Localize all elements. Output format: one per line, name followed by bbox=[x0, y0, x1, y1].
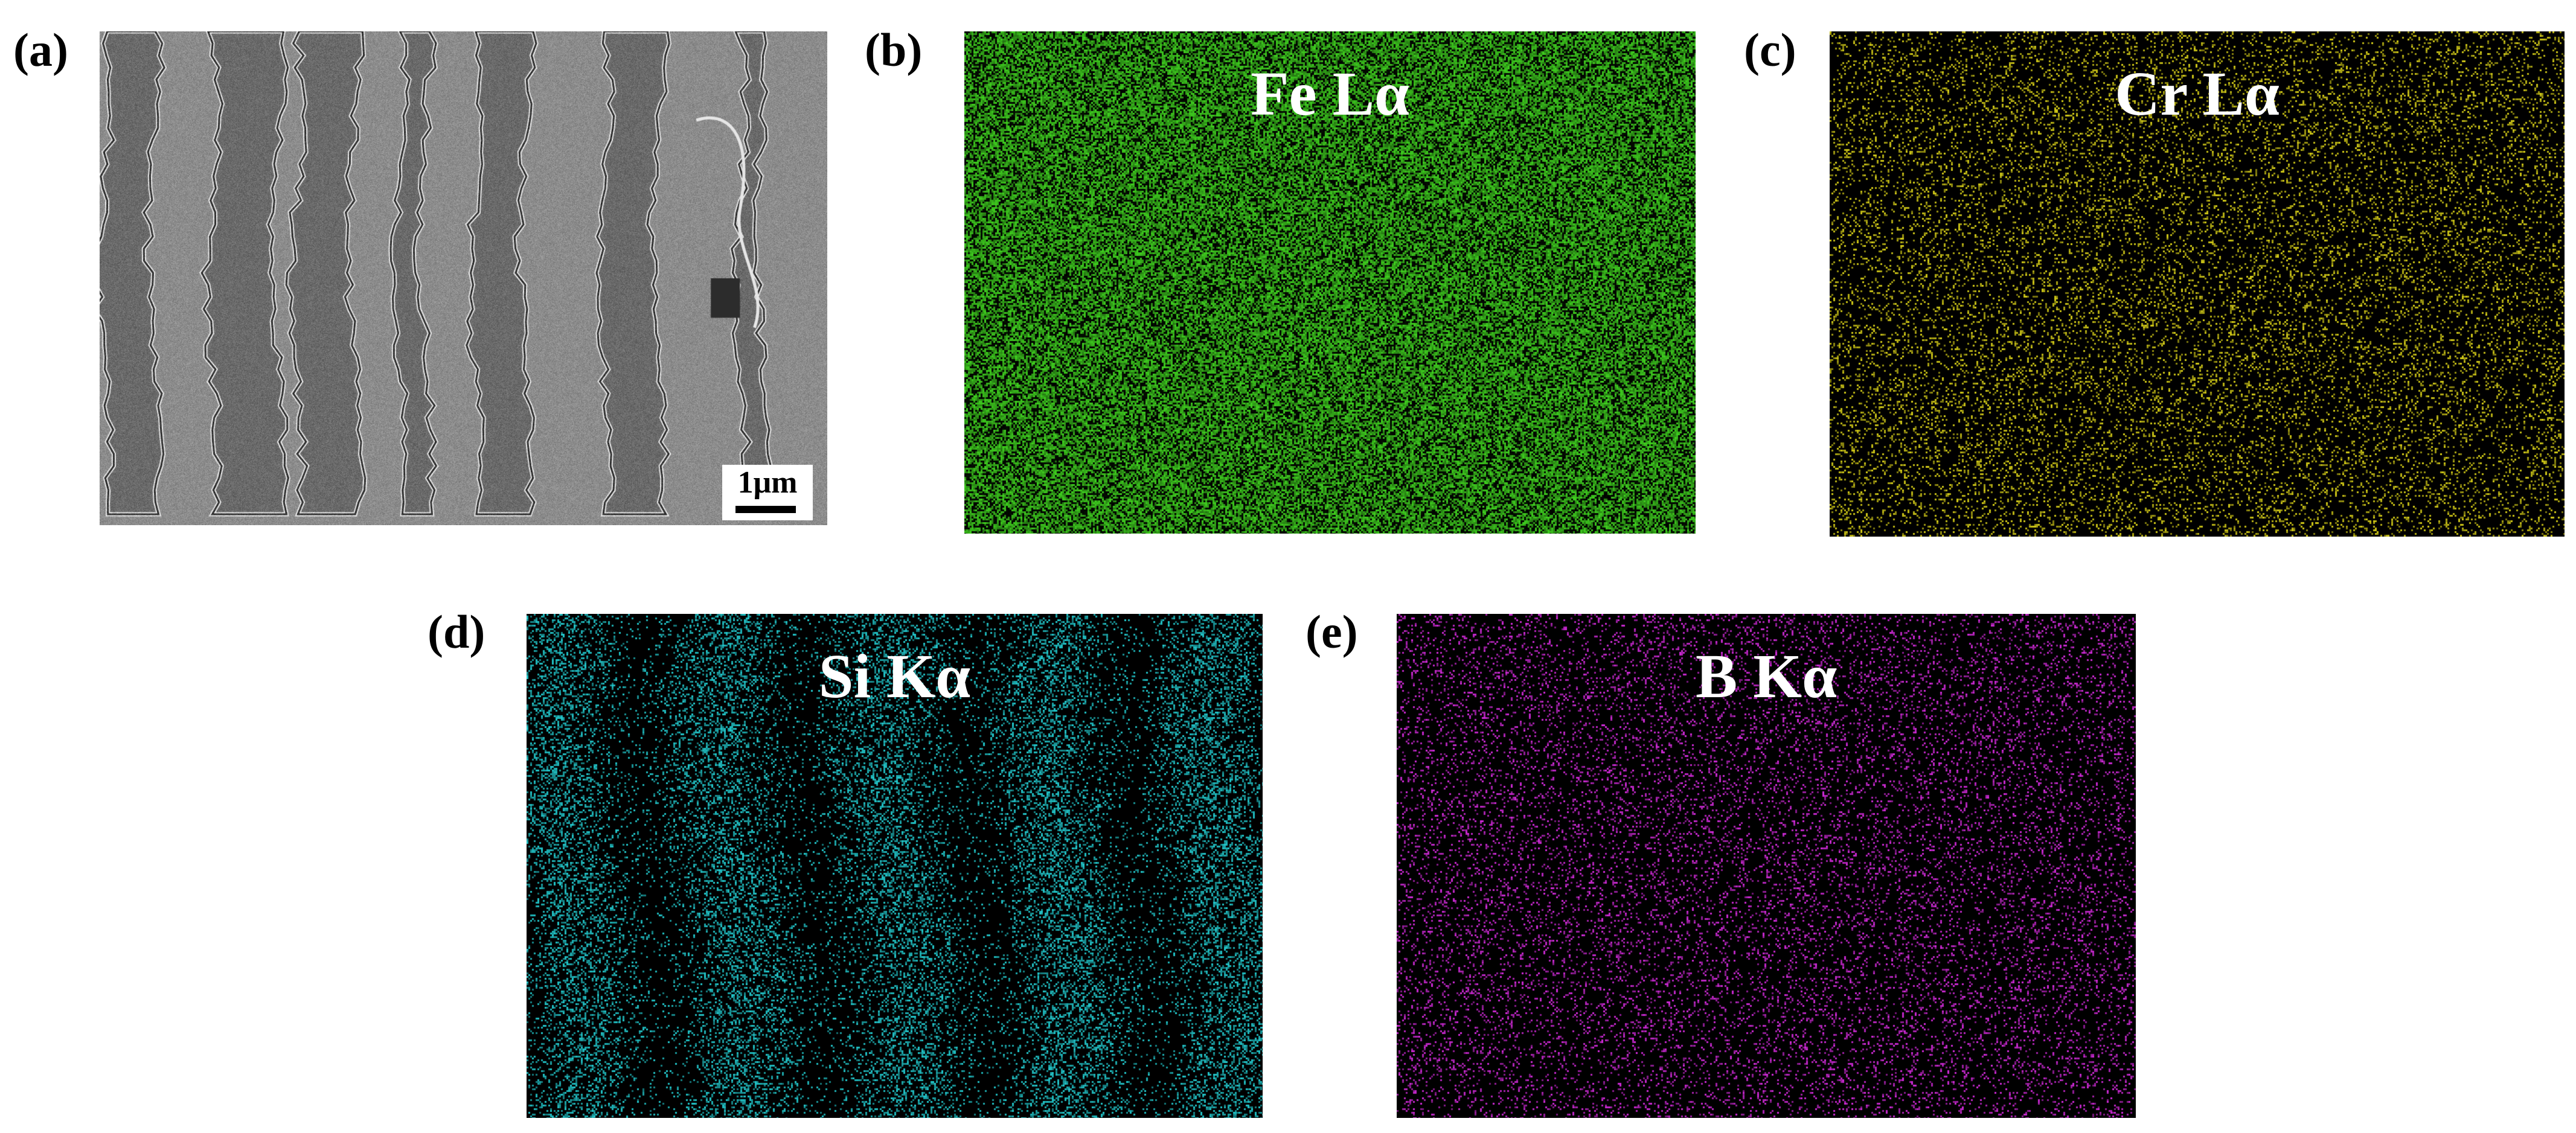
si-map: Si Kα bbox=[527, 614, 1263, 1118]
sem-image bbox=[100, 31, 827, 525]
b-map-label: B Kα bbox=[1695, 642, 1837, 711]
panel-a-letter: (a) bbox=[13, 24, 68, 76]
fe-map-image bbox=[964, 31, 1696, 534]
b-map: B Kα bbox=[1397, 614, 2136, 1118]
scale-bar-label: 1μm bbox=[737, 465, 798, 500]
panel-b-letter: (b) bbox=[865, 24, 923, 76]
cr-map: Cr Lα bbox=[1830, 31, 2565, 537]
scale-bar-box: 1μm bbox=[722, 465, 813, 520]
si-map-label: Si Kα bbox=[818, 642, 971, 711]
cr-map-image bbox=[1830, 31, 2565, 537]
cr-map-label: Cr Lα bbox=[2115, 59, 2280, 129]
b-map-image bbox=[1397, 614, 2136, 1118]
si-map-image bbox=[527, 614, 1263, 1118]
sem-micrograph: 1μm bbox=[100, 31, 827, 525]
panel-c-letter: (c) bbox=[1744, 24, 1796, 76]
scale-bar bbox=[735, 506, 796, 513]
fe-map-label: Fe Lα bbox=[1250, 59, 1410, 129]
fe-map: Fe Lα bbox=[964, 31, 1696, 534]
panel-d-letter: (d) bbox=[428, 605, 485, 658]
panel-e-letter: (e) bbox=[1306, 605, 1358, 658]
